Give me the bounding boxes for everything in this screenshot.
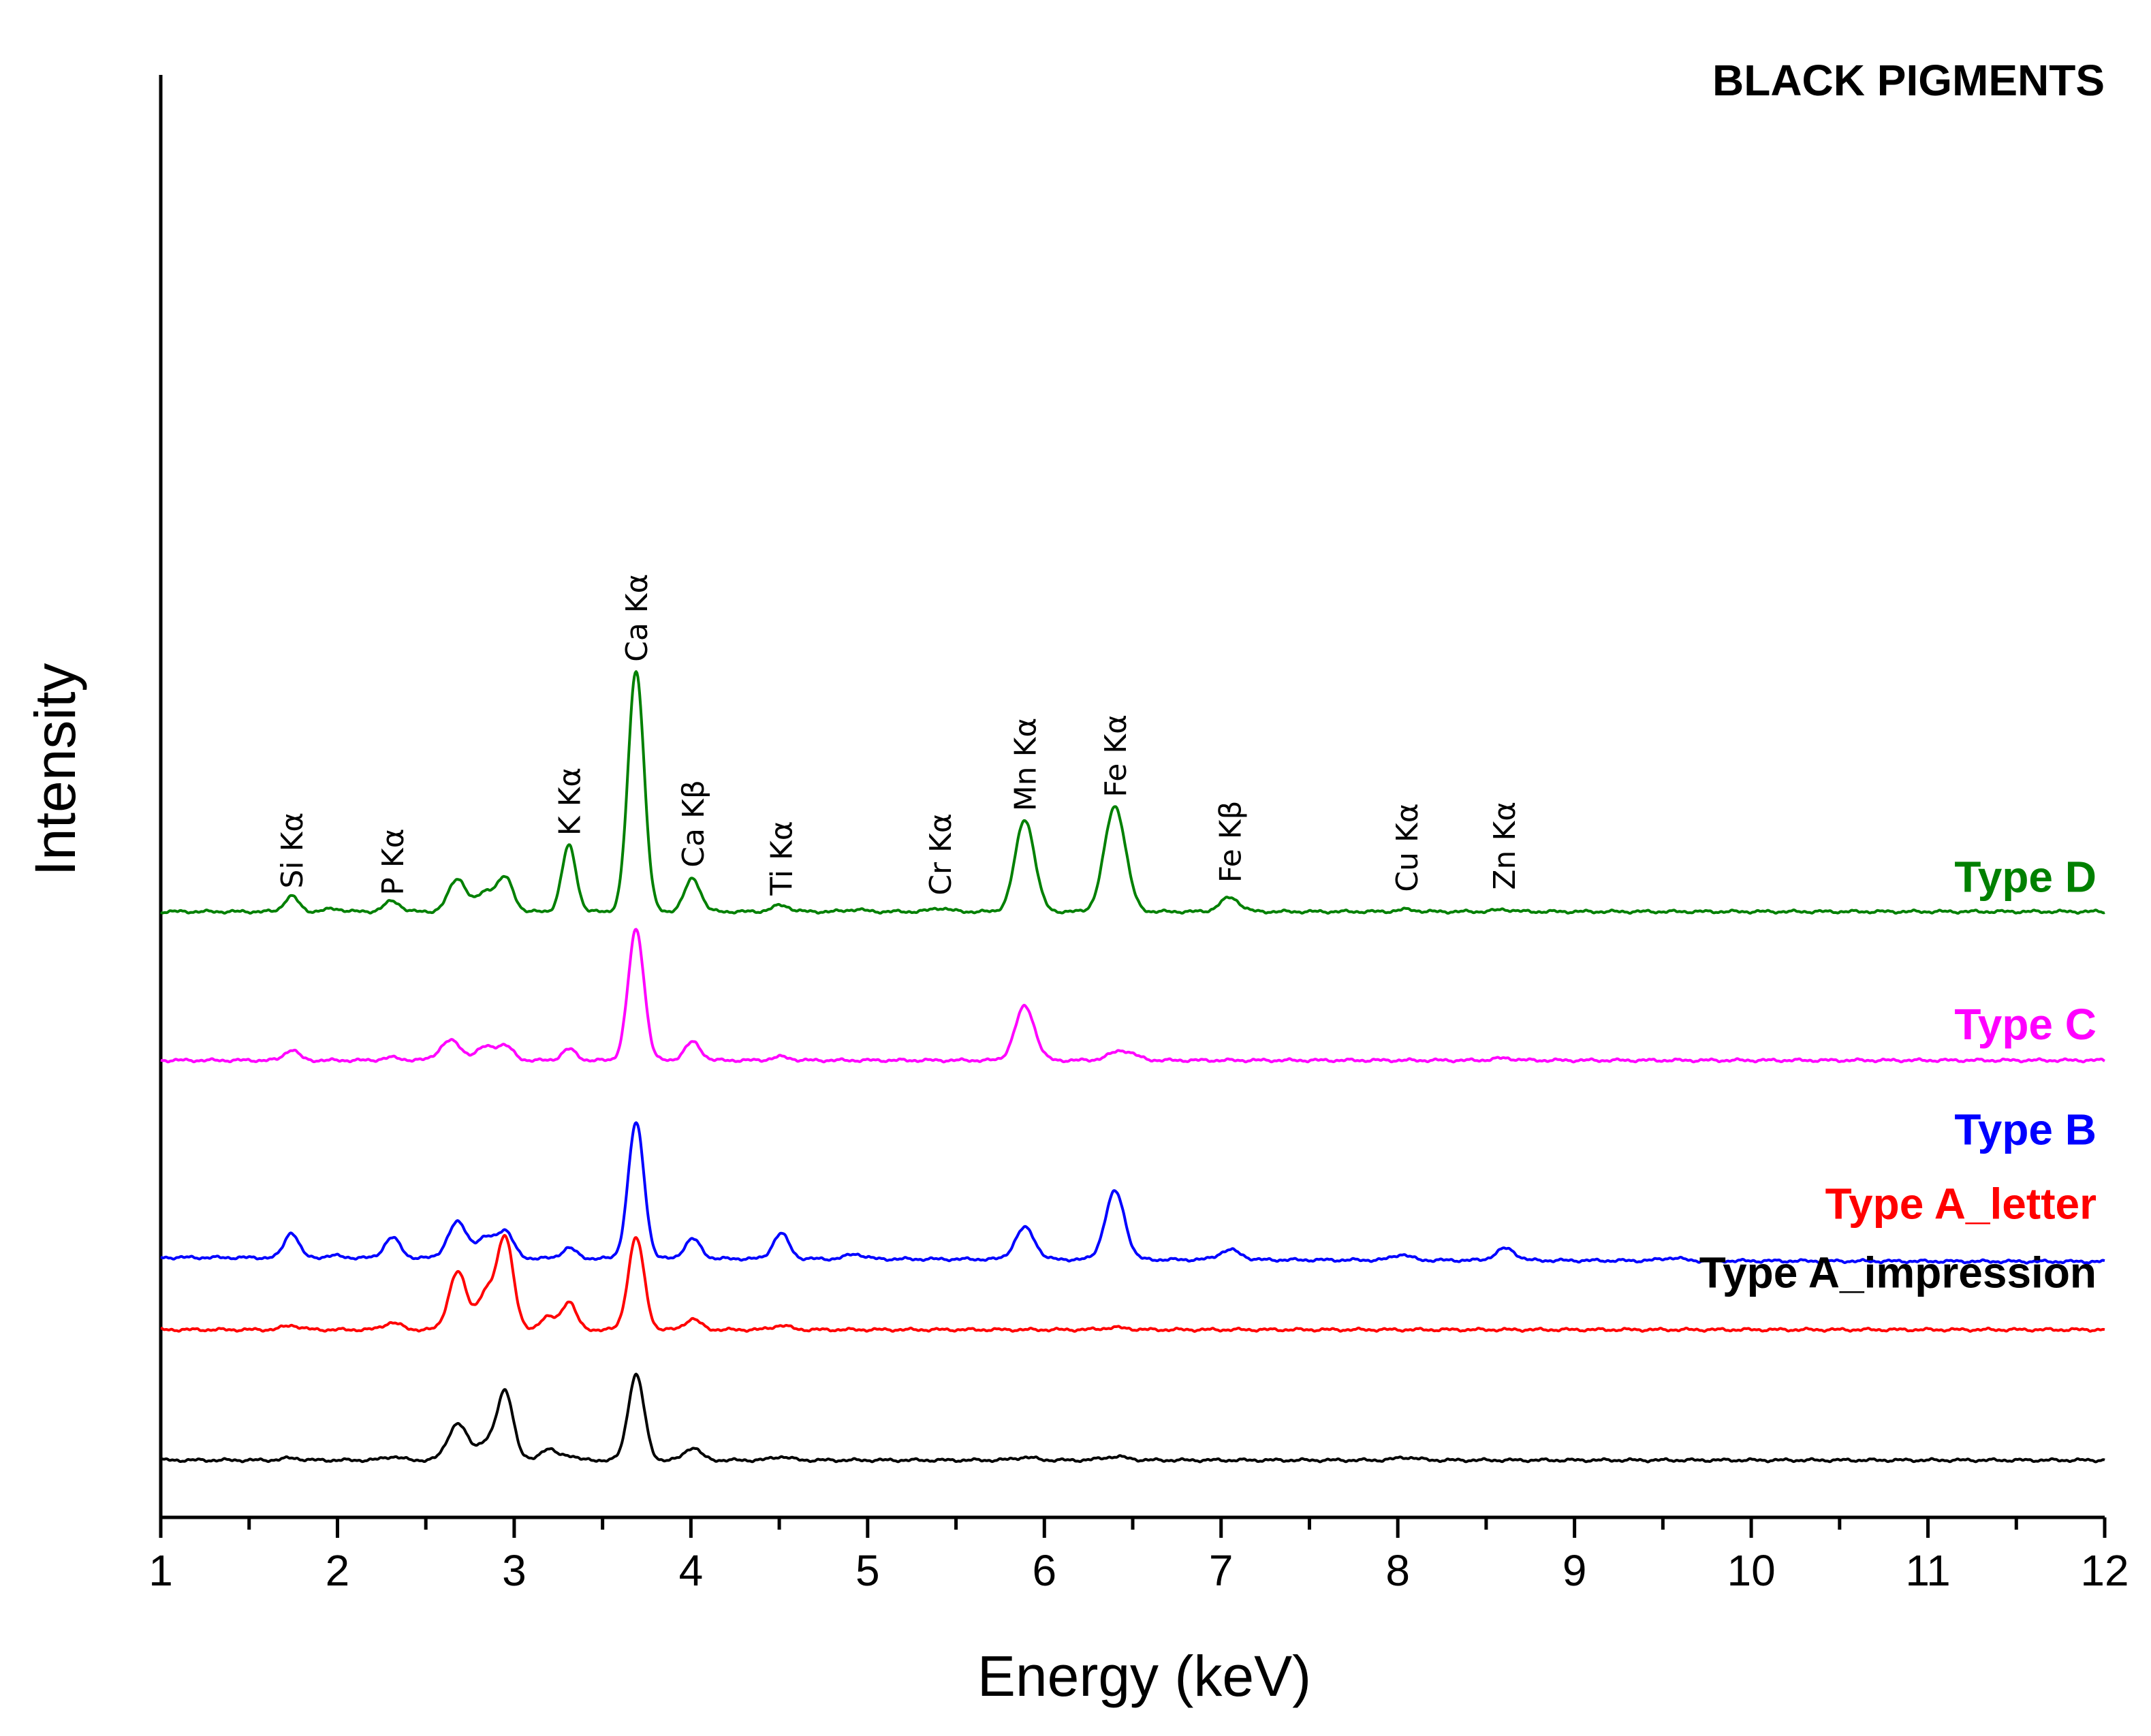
peak-label-zn: Zn Kα: [1488, 802, 1522, 890]
series-line-type-c: [160, 928, 2105, 1064]
peak-label-fe: Fe Kβ: [1214, 800, 1249, 883]
peak-label-cr: Cr Kα: [924, 813, 958, 896]
x-tick-label: 6: [1032, 1546, 1056, 1595]
x-tick-label: 11: [1905, 1546, 1950, 1595]
x-tick-label: 4: [679, 1546, 704, 1595]
peak-label-mn: Mn Kα: [1009, 718, 1043, 812]
series-line-type-d: [159, 670, 2105, 915]
x-tick-label: 12: [2080, 1546, 2129, 1595]
series-line-type-b: [160, 1121, 2105, 1265]
series-label-group: Type D Type C Type B Type A_letter Type A_im…: [1699, 853, 2097, 1297]
peak-label-fe: Fe Kα: [1099, 714, 1133, 798]
peak-label-group: Si Kα P Kα K Kα Ca Kα Ca Kβ Ti Kα Cr Kα Mn Kα Fe…: [275, 573, 1522, 896]
x-tick-label: 2: [326, 1546, 350, 1595]
chart-title: BLACK PIGMENTS: [1712, 56, 2105, 105]
series-label-type-d: Type D: [1954, 853, 2097, 902]
series-group: [159, 670, 2105, 1464]
x-tick-label: 10: [1727, 1546, 1775, 1595]
x-tick-label: 8: [1385, 1546, 1410, 1595]
peak-label-si: Si Kα: [275, 812, 310, 889]
peak-label-k: K Kα: [552, 768, 587, 836]
x-tick-label: 9: [1563, 1546, 1587, 1595]
axes: 1 2 3 4 5 6 7 8 9 10 11 12: [148, 75, 2129, 1595]
series-line-type-a-impression: [159, 1372, 2105, 1464]
peak-label-ca: Ca Kα: [620, 573, 655, 662]
x-tick-label: 5: [855, 1546, 880, 1595]
peak-label-ca: Ca Kβ: [676, 780, 711, 868]
peak-label-ti: Ti Kα: [765, 821, 800, 896]
series-label-type-a-impression: Type A_impression: [1699, 1248, 2097, 1297]
x-tick-label: 3: [502, 1546, 527, 1595]
series-label-type-a-letter: Type A_letter: [1825, 1180, 2097, 1229]
series-label-type-c: Type C: [1954, 1000, 2097, 1049]
x-tick-label: 7: [1209, 1546, 1234, 1595]
x-axis-title: Energy (keV): [977, 1644, 1311, 1708]
y-axis-title: Intensity: [23, 663, 87, 877]
series-label-type-b: Type B: [1954, 1105, 2097, 1154]
peak-label-cu: Cu Kα: [1390, 803, 1425, 891]
x-tick-label: 1: [148, 1546, 173, 1595]
peak-label-p: P Kα: [376, 828, 411, 895]
series-line-type-a-letter: [160, 1233, 2105, 1333]
